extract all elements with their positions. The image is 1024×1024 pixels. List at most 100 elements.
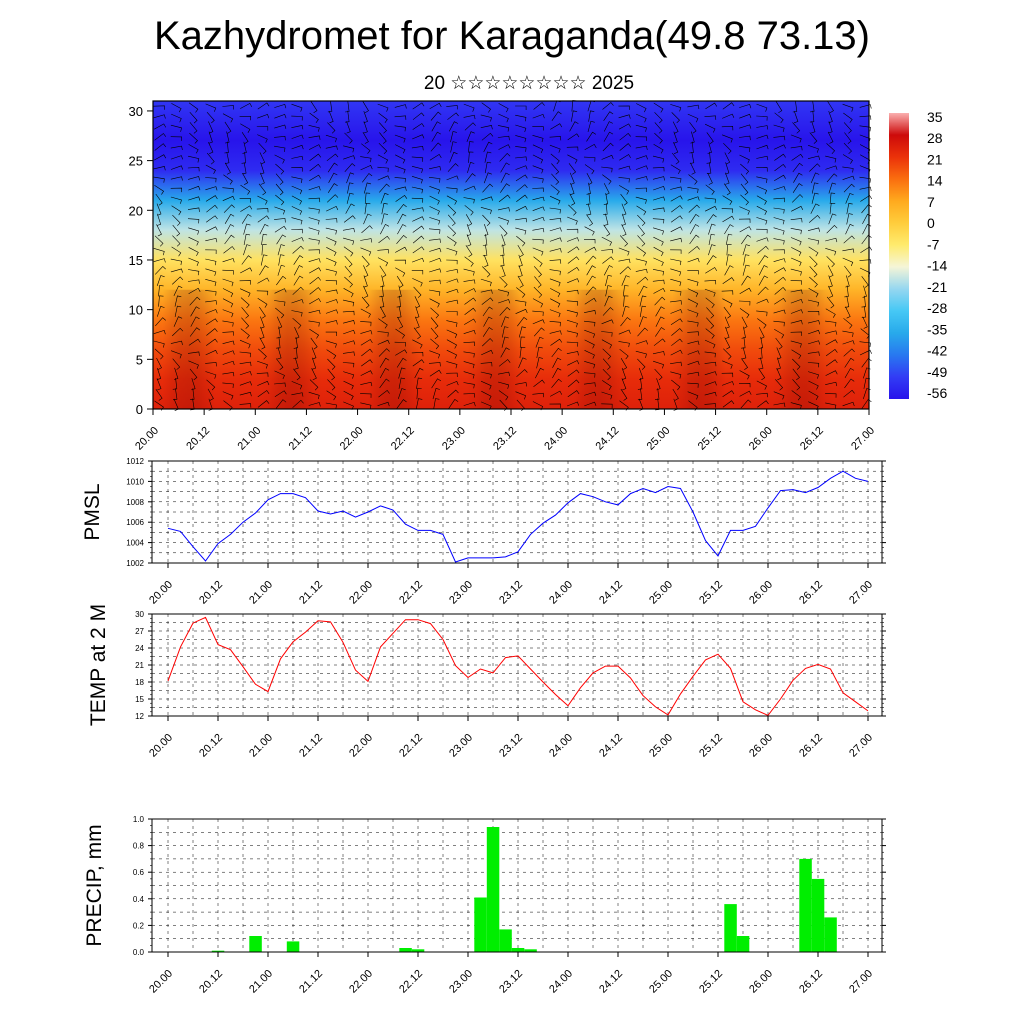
page-title: Kazhydromet for Karaganda(49.8 73.13) bbox=[154, 14, 870, 58]
wind-barb bbox=[739, 104, 752, 109]
wind-barb bbox=[481, 132, 494, 141]
wind-barb bbox=[621, 224, 627, 237]
wind-barb bbox=[224, 141, 229, 154]
wind-barb bbox=[758, 347, 763, 359]
wind-barb bbox=[325, 257, 337, 267]
wind-barb bbox=[532, 187, 544, 192]
wind-barb bbox=[293, 265, 303, 276]
wind-barb bbox=[170, 176, 183, 181]
wind-barb bbox=[722, 195, 733, 205]
wind-barb bbox=[153, 166, 166, 171]
wind-barb bbox=[259, 265, 269, 276]
grid bbox=[152, 614, 882, 716]
wind-barb bbox=[826, 224, 838, 234]
wind-barb bbox=[603, 183, 610, 196]
wind-barb bbox=[809, 163, 821, 172]
wind-barb bbox=[343, 288, 354, 298]
wind-barb bbox=[655, 316, 665, 327]
wind-barb bbox=[222, 105, 234, 110]
wind-barb bbox=[205, 268, 217, 276]
wind-barb bbox=[603, 131, 614, 142]
wind-barb bbox=[239, 403, 252, 408]
wind-barb bbox=[549, 237, 562, 242]
wind-barb bbox=[428, 177, 441, 183]
colorbar: 35 28 21 14 7 0 -7 -14 -21 -28 -35 -42 -49 -56 bbox=[889, 109, 947, 401]
wind-barb bbox=[325, 331, 337, 336]
wind-barb bbox=[188, 227, 200, 235]
wind-barb bbox=[724, 337, 731, 350]
colorbar-label: -42 bbox=[927, 343, 947, 359]
wind-barb bbox=[672, 121, 679, 134]
wind-barb bbox=[498, 194, 511, 203]
wind-barb bbox=[549, 195, 561, 205]
wind-barb bbox=[756, 115, 768, 121]
wind-barb bbox=[635, 258, 647, 266]
wind-barb bbox=[206, 112, 215, 124]
wind-barb bbox=[257, 360, 268, 369]
wind-barb bbox=[775, 337, 783, 350]
wind-barb bbox=[480, 196, 493, 201]
wind-barb bbox=[377, 166, 389, 173]
wind-barb bbox=[756, 380, 768, 390]
wind-barb bbox=[773, 227, 785, 235]
wind-barb bbox=[156, 224, 162, 237]
wind-barb bbox=[224, 213, 235, 224]
wind-barb bbox=[205, 318, 218, 326]
wind-barb bbox=[446, 268, 459, 274]
wind-barb bbox=[430, 317, 439, 329]
wind-barb bbox=[311, 368, 317, 381]
wind-barb bbox=[308, 402, 321, 407]
wind-barb bbox=[187, 269, 200, 276]
wind-barb bbox=[447, 204, 457, 216]
wind-barb bbox=[652, 176, 665, 181]
wind-barb bbox=[205, 300, 217, 305]
wind-barb bbox=[826, 256, 835, 268]
wind-barb bbox=[309, 163, 321, 172]
precip-bar bbox=[524, 949, 537, 952]
wind-barb bbox=[291, 217, 303, 225]
wind-barb bbox=[843, 122, 852, 134]
wind-barb bbox=[809, 255, 818, 268]
wind-barb bbox=[446, 311, 458, 316]
wind-barb bbox=[532, 227, 545, 233]
wind-barb bbox=[501, 336, 509, 348]
x-tick-label: 20.12 bbox=[197, 732, 225, 760]
wind-barb bbox=[740, 183, 749, 196]
wind-barb bbox=[294, 357, 299, 370]
wind-barb bbox=[291, 167, 303, 172]
wind-barb bbox=[325, 218, 338, 223]
wind-barb bbox=[362, 173, 373, 183]
wind-barb bbox=[861, 399, 872, 409]
wind-barb bbox=[257, 195, 268, 205]
wind-barb bbox=[620, 193, 628, 206]
wind-barb bbox=[532, 114, 545, 119]
wind-barb bbox=[446, 278, 459, 283]
wind-barb bbox=[705, 297, 715, 308]
wind-barb bbox=[635, 155, 648, 160]
wind-barb bbox=[790, 299, 803, 304]
wind-barb bbox=[293, 275, 304, 286]
wind-barb bbox=[515, 135, 527, 143]
wind-barb bbox=[549, 248, 562, 253]
wind-barb bbox=[325, 309, 339, 314]
wind-barb bbox=[222, 371, 235, 377]
wind-barb bbox=[448, 398, 459, 409]
wind-barb bbox=[379, 265, 387, 278]
wind-barb bbox=[758, 327, 765, 340]
wind-barb bbox=[842, 340, 855, 345]
wind-barb bbox=[635, 145, 648, 151]
wind-barb bbox=[569, 121, 579, 132]
wind-barb bbox=[205, 195, 218, 202]
wind-barb bbox=[756, 205, 768, 216]
wind-barb bbox=[206, 152, 215, 165]
wind-barb bbox=[171, 276, 184, 285]
precip-bar bbox=[736, 936, 750, 952]
wind-barb bbox=[428, 228, 441, 234]
wind-barb bbox=[291, 125, 304, 130]
wind-barb bbox=[378, 112, 388, 123]
wind-barb bbox=[243, 244, 251, 256]
wind-barb bbox=[569, 193, 576, 206]
wind-barb bbox=[499, 152, 511, 162]
wind-barb bbox=[308, 227, 320, 235]
wind-barb bbox=[791, 153, 804, 161]
